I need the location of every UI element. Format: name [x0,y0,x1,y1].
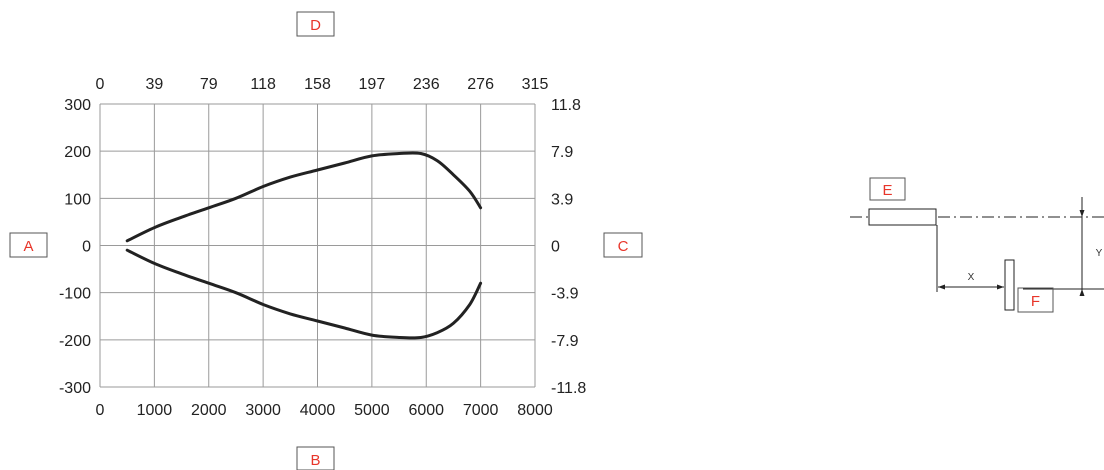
y-tick-label-secondary: 3.9 [551,191,573,208]
callout-b-label: B [310,452,320,469]
sensor-body [868,208,937,226]
x-tick-label: 7000 [463,402,499,419]
y-tick-label-secondary: -11.8 [551,380,586,397]
x-tick-label: 0 [96,402,105,419]
callout-b: B [296,446,335,470]
y-arrow-top-icon [1079,210,1085,217]
x-tick-label-secondary: 197 [359,76,386,93]
y-tick-label: -300 [59,380,91,397]
x-tick-label: 2000 [191,402,227,419]
y-tick-label: 0 [82,239,91,256]
x-tick-label-secondary: 315 [522,76,549,93]
callout-a: A [9,232,48,258]
chart-ticks: 0010003920007930001184000158500019760002… [59,76,586,419]
callout-c-label: C [618,238,629,255]
y-tick-label: -200 [59,333,91,350]
y-tick-label: 200 [64,144,91,161]
y-dimension-label: Y [1096,248,1103,259]
x-tick-label-secondary: 236 [413,76,440,93]
series-lower-line [125,248,483,340]
x-tick-label-secondary: 276 [467,76,494,93]
y-tick-label-secondary: -7.9 [551,333,579,350]
callout-d-label: D [310,17,321,34]
y-tick-label: 100 [64,191,91,208]
x-arrow-right-icon [997,284,1004,290]
mounting-diagram: X Y [850,197,1104,311]
x-tick-label-secondary: 118 [250,76,276,93]
series-upper-line [125,151,483,243]
x-tick-label: 6000 [408,402,444,419]
x-tick-label: 4000 [300,402,336,419]
callout-e-label: E [882,182,892,199]
callout-c: C [603,232,643,258]
x-tick-label-secondary: 158 [304,76,331,93]
callout-f-label: F [1031,293,1040,310]
y-tick-label-secondary: 11.8 [551,97,581,114]
callout-d: D [296,11,335,37]
x-tick-label-secondary: 79 [200,76,218,93]
x-tick-label: 3000 [245,402,281,419]
callout-e: E [869,177,906,201]
y-tick-label-secondary: -3.9 [551,286,579,303]
x-tick-label: 1000 [137,402,173,419]
y-tick-label-secondary: 0 [551,239,560,256]
y-tick-label: 300 [64,97,91,114]
x-tick-label-secondary: 0 [96,76,105,93]
x-tick-label: 8000 [517,402,553,419]
callout-a-label: A [23,238,33,255]
x-arrow-left-icon [938,284,945,290]
x-dimension-label: X [968,272,975,283]
x-tick-label: 5000 [354,402,390,419]
x-tick-label-secondary: 39 [145,76,163,93]
callout-f: F [1017,287,1054,313]
y-tick-label-secondary: 7.9 [551,144,573,161]
chart-series [125,151,483,340]
y-arrow-bottom-icon [1079,289,1085,296]
target-plate [1004,259,1015,311]
y-tick-label: -100 [59,286,91,303]
chart-grid [99,103,536,388]
